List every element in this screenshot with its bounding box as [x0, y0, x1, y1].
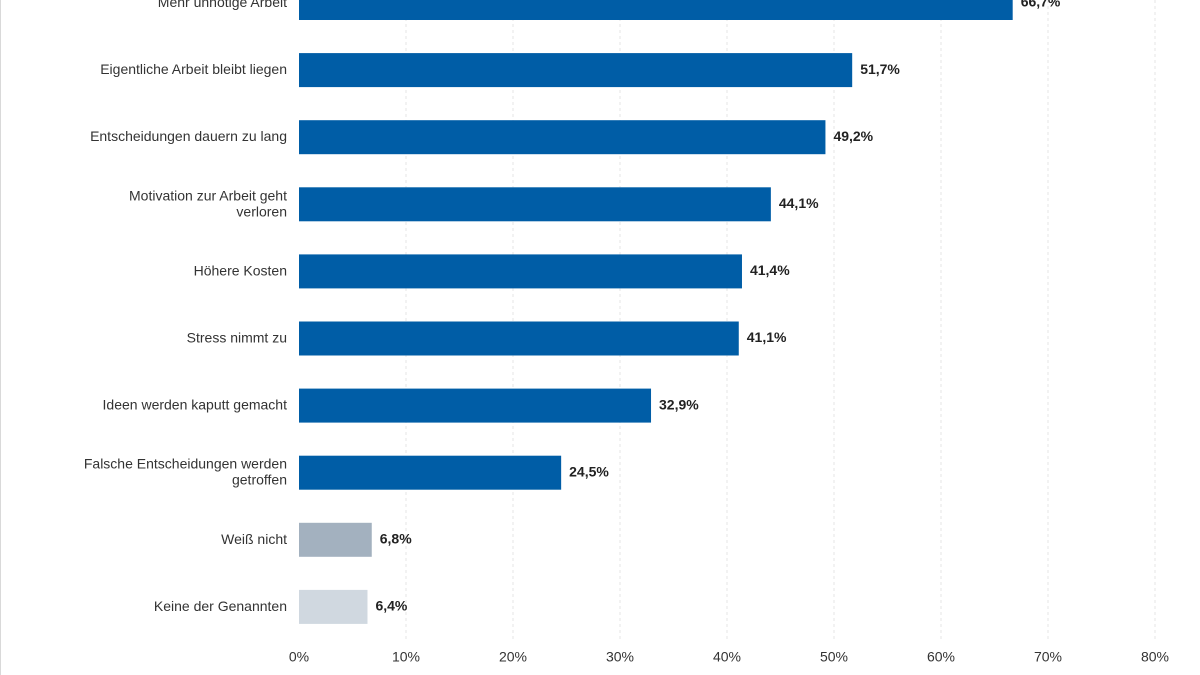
- category-label: Weiß nicht: [221, 531, 287, 547]
- category-label: Höhere Kosten: [194, 262, 287, 278]
- category-labels: Mehr unnötige Arbeit Eigentliche Arbeit b…: [84, 0, 287, 614]
- value-label: 66,7%: [1021, 0, 1061, 10]
- value-label: 6,8%: [380, 531, 412, 547]
- bar: [299, 53, 853, 88]
- bars: [299, 0, 1013, 624]
- category-label: Eigentliche Arbeit bleibt liegen: [100, 61, 287, 77]
- value-label: 24,5%: [569, 463, 609, 479]
- x-tick-label: 70%: [1034, 649, 1062, 665]
- x-axis-ticks: 0% 10% 20% 30% 40% 50% 60% 70% 80%: [289, 649, 1169, 665]
- x-tick-label: 0%: [289, 649, 309, 665]
- value-label: 32,9%: [659, 396, 699, 412]
- bar: [299, 254, 742, 289]
- category-label: Mehr unnötige Arbeit: [158, 0, 287, 10]
- bar: [299, 321, 739, 356]
- category-label: Keine der Genannten: [154, 598, 287, 614]
- x-tick-label: 80%: [1141, 649, 1169, 665]
- value-label: 44,1%: [779, 195, 819, 211]
- x-tick-label: 20%: [499, 649, 527, 665]
- bar: [299, 589, 368, 624]
- x-tick-label: 30%: [606, 649, 634, 665]
- bar: [299, 187, 771, 222]
- bar: [299, 120, 826, 155]
- value-label: 41,1%: [747, 329, 787, 345]
- value-label: 6,4%: [375, 598, 407, 614]
- bar: [299, 0, 1013, 20]
- bar: [299, 522, 372, 557]
- gridlines: [405, 0, 1156, 640]
- x-tick-label: 60%: [927, 649, 955, 665]
- category-label: Falsche Entscheidungen werden getroffen: [84, 455, 287, 487]
- bar: [299, 388, 652, 423]
- x-tick-label: 10%: [392, 649, 420, 665]
- x-tick-label: 50%: [820, 649, 848, 665]
- bar: [299, 455, 562, 490]
- x-tick-label: 40%: [713, 649, 741, 665]
- value-labels: 66,7% 51,7% 49,2% 44,1% 41,4% 41,1% 32,9% 24,5%…: [375, 0, 1060, 614]
- category-label: Ideen werden kaputt gemacht: [103, 396, 288, 412]
- category-label: Motivation zur Arbeit geht verloren: [129, 187, 287, 219]
- value-label: 51,7%: [860, 61, 900, 77]
- category-label: Entscheidungen dauern zu lang: [90, 128, 287, 144]
- category-label: Stress nimmt zu: [187, 329, 287, 345]
- value-label: 49,2%: [833, 128, 873, 144]
- value-label: 41,4%: [750, 262, 790, 278]
